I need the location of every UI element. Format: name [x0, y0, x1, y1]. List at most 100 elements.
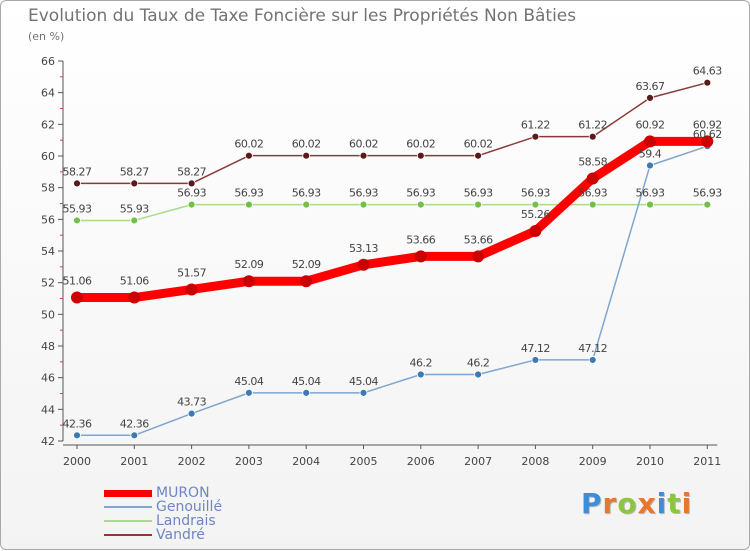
data-label-landrais: 56.93 [406, 187, 435, 200]
legend-swatch-landrais [104, 520, 152, 522]
data-label-vandre: 60.02 [292, 138, 321, 151]
data-label-vandre: 64.63 [693, 65, 722, 78]
data-label-landrais: 56.93 [636, 187, 665, 200]
logo-letter: i [681, 487, 693, 520]
data-point-genouille [646, 161, 654, 170]
x-tick-label: 2011 [693, 455, 721, 468]
data-point-landrais [187, 200, 196, 209]
data-point-vandre [416, 151, 425, 160]
data-label-vandre: 60.02 [464, 138, 493, 151]
y-tick-label: 50 [41, 308, 55, 321]
y-tick-label: 60 [41, 150, 55, 163]
y-tick-label: 66 [41, 55, 55, 68]
data-label-vandre: 58.27 [63, 165, 92, 178]
data-point-muron [644, 135, 656, 148]
legend-label-vandre: Vandré [156, 527, 205, 543]
y-tick-label: 52 [41, 277, 55, 290]
y-tick-label: 58 [41, 182, 55, 195]
data-label-genouille: 45.04 [349, 375, 378, 388]
data-point-muron [701, 135, 714, 148]
data-label-vandre: 58.27 [120, 165, 149, 178]
data-point-muron [128, 291, 141, 304]
data-point-vandre [646, 93, 654, 102]
series-line-genouille [76, 145, 709, 437]
data-point-landrais [416, 200, 425, 209]
series-line-vandre [76, 81, 709, 185]
data-point-genouille [73, 431, 81, 440]
data-label-muron: 53.66 [406, 233, 435, 246]
data-label-vandre: 63.67 [636, 80, 665, 93]
data-label-landrais: 56.93 [292, 187, 321, 200]
data-label-vandre: 60.02 [349, 138, 378, 151]
data-label-landrais: 56.93 [234, 187, 263, 200]
data-point-muron [414, 250, 427, 263]
data-point-vandre [588, 132, 597, 141]
data-point-landrais [531, 200, 540, 209]
data-label-landrais: 56.93 [464, 187, 493, 200]
data-label-genouille: 42.36 [63, 417, 92, 430]
data-label-landrais: 56.93 [177, 187, 206, 200]
data-point-landrais [130, 216, 139, 225]
data-point-vandre [531, 132, 540, 141]
data-label-muron: 60.92 [693, 118, 722, 131]
x-tick-label: 2005 [350, 455, 378, 468]
x-tick-label: 2010 [636, 455, 664, 468]
data-point-vandre [73, 179, 81, 188]
data-label-muron: 53.13 [349, 242, 378, 255]
data-label-muron: 58.58 [578, 155, 607, 168]
logo-letter: i [656, 487, 668, 520]
data-label-landrais: 55.93 [63, 202, 92, 215]
data-point-muron [529, 225, 542, 238]
y-tick-label: 54 [41, 245, 55, 258]
legend-swatch-genouille [104, 506, 152, 508]
data-point-genouille [187, 409, 196, 418]
chart-title: Evolution du Taux de Taxe Foncière sur l… [28, 6, 577, 26]
data-label-vandre: 58.27 [177, 165, 206, 178]
data-point-landrais [646, 200, 654, 209]
data-point-vandre [474, 151, 483, 160]
data-point-vandre [359, 151, 368, 160]
y-tick-label: 48 [41, 340, 55, 353]
data-point-vandre [187, 179, 196, 188]
data-label-landrais: 56.93 [521, 187, 550, 200]
data-label-genouille: 60.62 [693, 128, 722, 141]
legend-swatch-muron [104, 490, 152, 497]
y-tick-label: 44 [41, 403, 55, 416]
data-label-muron: 51.06 [63, 275, 92, 288]
x-tick-label: 2004 [292, 455, 320, 468]
data-point-muron [185, 283, 198, 296]
data-label-vandre: 60.02 [234, 138, 263, 151]
y-tick-label: 56 [41, 213, 55, 226]
legend-label-muron: MURON [156, 485, 210, 501]
data-point-genouille [244, 388, 253, 397]
y-tick-label: 46 [41, 372, 55, 385]
data-point-vandre [130, 179, 139, 188]
data-point-muron [300, 275, 313, 288]
data-point-muron [472, 250, 485, 263]
data-label-muron: 53.66 [464, 233, 493, 246]
data-point-landrais [244, 200, 253, 209]
x-tick-label: 2007 [464, 455, 492, 468]
legend-swatch-vandre [104, 534, 152, 536]
series-line-muron [72, 136, 712, 303]
x-tick-label: 2001 [120, 455, 148, 468]
data-label-landrais: 56.93 [693, 187, 722, 200]
data-point-genouille [531, 356, 540, 364]
data-point-muron [357, 258, 370, 271]
y-tick-label: 64 [41, 87, 55, 100]
data-label-muron: 52.09 [234, 258, 263, 271]
x-tick-label: 2000 [63, 455, 91, 468]
data-label-muron: 52.09 [292, 258, 321, 271]
data-point-genouille [416, 370, 425, 379]
data-point-landrais [703, 200, 712, 209]
x-tick-label: 2003 [235, 455, 263, 468]
data-point-landrais [302, 200, 311, 209]
x-tick-label: 2006 [407, 455, 435, 468]
data-point-vandre [244, 151, 253, 160]
data-label-muron: 55.26 [521, 208, 550, 221]
data-label-genouille: 46.2 [467, 357, 490, 370]
data-point-genouille [359, 388, 368, 397]
data-label-landrais: 56.93 [578, 187, 607, 200]
